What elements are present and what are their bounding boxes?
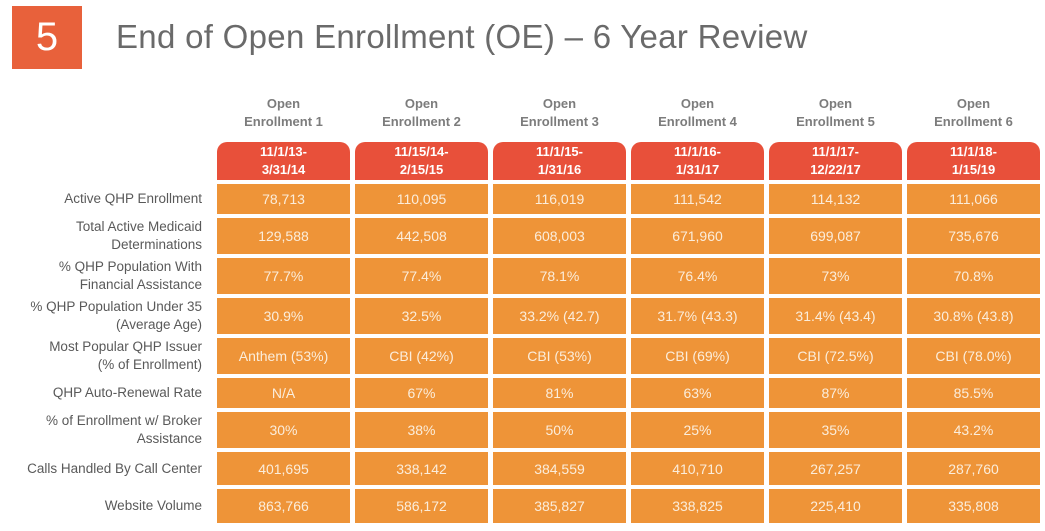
table-cell: 77.4% [355,258,488,294]
table-corner [2,142,212,180]
row-label: % QHP Population Under 35 (Average Age) [30,299,202,332]
slide-number-badge: 5 [12,5,82,69]
table-cell: 111,066 [907,184,1040,214]
row-label: Website Volume [104,498,202,514]
column-header-oe4: Open Enrollment 4 [658,96,737,129]
table-cell: 31.7% (43.3) [631,298,764,334]
table-cell: 401,695 [217,452,350,485]
table-cell: 735,676 [907,218,1040,254]
column-header-oe6: Open Enrollment 6 [934,96,1013,129]
table-cell: 35% [769,412,902,448]
table-cell: CBI (78.0%) [907,338,1040,374]
table-cell: 85.5% [907,378,1040,408]
table-cell: 863,766 [217,489,350,523]
table-cell: 32.5% [355,298,488,334]
table-cell: 78,713 [217,184,350,214]
table-cell: 30.9% [217,298,350,334]
row-label: QHP Auto-Renewal Rate [52,385,202,401]
table-cell: CBI (69%) [631,338,764,374]
row-label: Calls Handled By Call Center [27,460,202,476]
table-cell: 70.8% [907,258,1040,294]
table-cell: 63% [631,378,764,408]
row-label: Active QHP Enrollment [64,191,202,207]
table-cell: 267,257 [769,452,902,485]
table-cell: 385,827 [493,489,626,523]
table-cell: 78.1% [493,258,626,294]
table-cell: 81% [493,378,626,408]
row-label: Total Active Medicaid Determinations [75,219,202,252]
date-range-cell-oe4: 11/1/16- 1/31/17 [631,142,764,180]
table-cell: 225,410 [769,489,902,523]
table-cell: 111,542 [631,184,764,214]
row-label: % of Enrollment w/ Broker Assistance [45,413,202,446]
row-label: Most Popular QHP Issuer (% of Enrollment… [49,339,202,372]
table-cell: 410,710 [631,452,764,485]
table-cell: 25% [631,412,764,448]
table-cell: 335,808 [907,489,1040,523]
table-cell: 116,019 [493,184,626,214]
table-cell: CBI (72.5%) [769,338,902,374]
table-cell: 671,960 [631,218,764,254]
table-cell: CBI (53%) [493,338,626,374]
table-cell: 43.2% [907,412,1040,448]
table-cell: 129,588 [217,218,350,254]
table-cell: 114,132 [769,184,902,214]
table-cell: 73% [769,258,902,294]
page-title: End of Open Enrollment (OE) – 6 Year Rev… [116,18,808,55]
table-cell: 87% [769,378,902,408]
date-range-cell-oe1: 11/1/13- 3/31/14 [217,142,350,180]
table-cell: 50% [493,412,626,448]
date-range-cell-oe5: 11/1/17- 12/22/17 [769,142,902,180]
table-corner [2,88,212,138]
table-cell: 30.8% (43.8) [907,298,1040,334]
column-header-oe3: Open Enrollment 3 [520,96,599,129]
table-cell: 287,760 [907,452,1040,485]
table-cell: 338,142 [355,452,488,485]
table-cell: 442,508 [355,218,488,254]
table-cell: 699,087 [769,218,902,254]
table-cell: 586,172 [355,489,488,523]
table-cell: CBI (42%) [355,338,488,374]
row-label: % QHP Population With Financial Assistan… [58,259,202,292]
table-cell: 338,825 [631,489,764,523]
table-cell: 76.4% [631,258,764,294]
date-range-cell-oe2: 11/15/14- 2/15/15 [355,142,488,180]
table-cell: 77.7% [217,258,350,294]
column-header-oe5: Open Enrollment 5 [796,96,875,129]
table-cell: 33.2% (42.7) [493,298,626,334]
table-cell: Anthem (53%) [217,338,350,374]
date-range-cell-oe3: 11/1/15- 1/31/16 [493,142,626,180]
table-cell: 384,559 [493,452,626,485]
table-cell: 30% [217,412,350,448]
column-header-oe1: Open Enrollment 1 [244,96,323,129]
column-header-oe2: Open Enrollment 2 [382,96,461,129]
table-cell: N/A [217,378,350,408]
enrollment-review-table: Open Enrollment 1 Open Enrollment 2 Open… [2,88,1040,523]
table-cell: 110,095 [355,184,488,214]
table-cell: 608,003 [493,218,626,254]
table-cell: 31.4% (43.4) [769,298,902,334]
slide-header: 5 End of Open Enrollment (OE) – 6 Year R… [12,5,1045,69]
date-range-cell-oe6: 11/1/18- 1/15/19 [907,142,1040,180]
table-cell: 67% [355,378,488,408]
table-cell: 38% [355,412,488,448]
